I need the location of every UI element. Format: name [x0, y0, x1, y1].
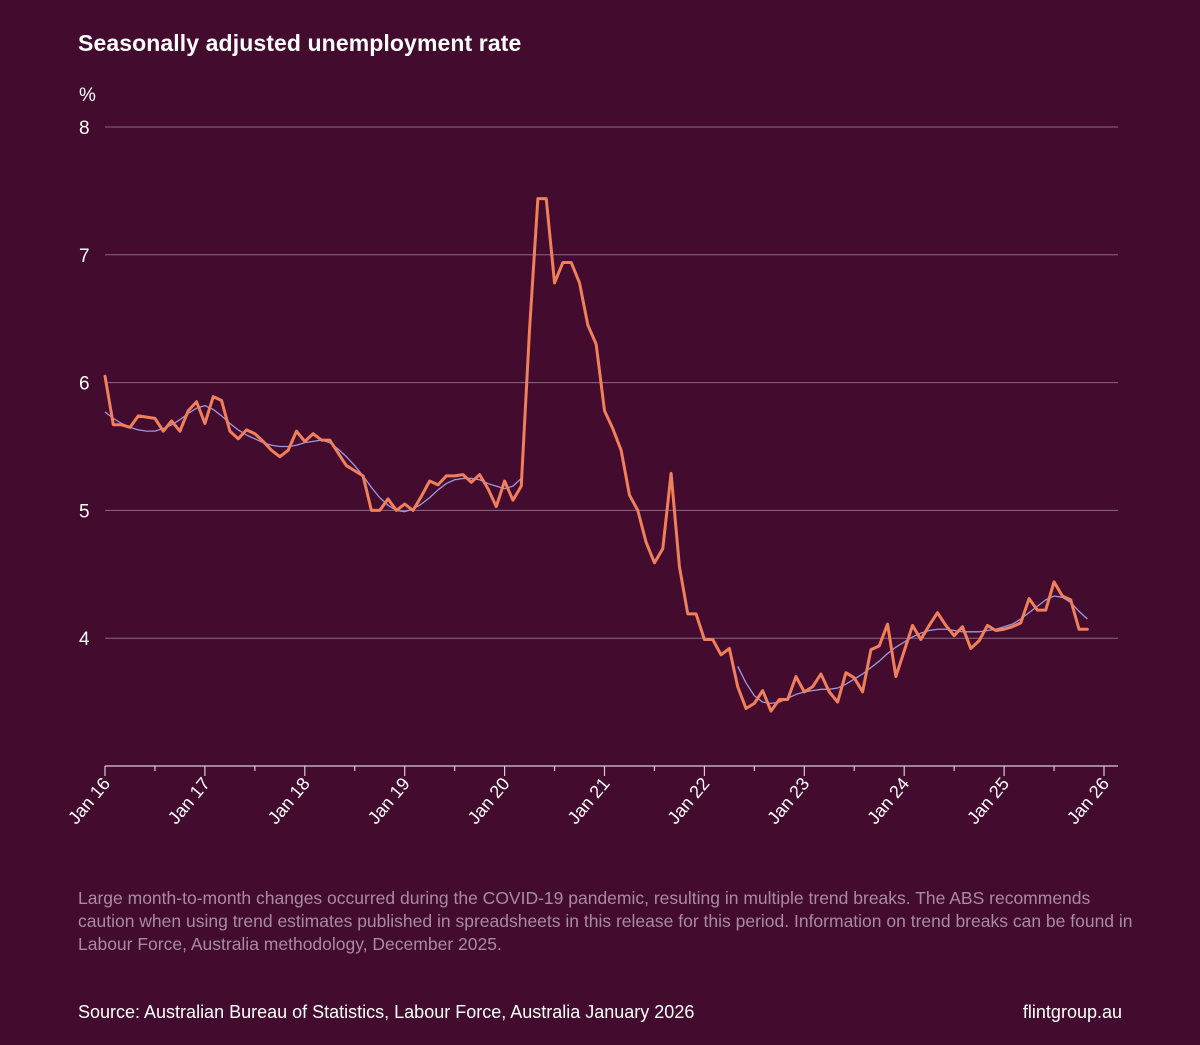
x-tick-label-jan-22: Jan 22	[663, 774, 713, 828]
x-tick-label-jan-16: Jan 16	[64, 774, 114, 828]
x-tick-label-jan-23: Jan 23	[763, 774, 813, 828]
y-tick-label-4: 4	[79, 629, 90, 650]
x-tick-label-jan-25: Jan 25	[963, 774, 1013, 828]
y-axis: % 4 5 6 7 8	[79, 85, 96, 650]
seasonally-adjusted-series-line	[103, 197, 1089, 713]
y-tick-label-7: 7	[79, 246, 90, 267]
x-axis: Jan 16 Jan 17 Jan 18 Jan 19 Jan 20 Jan 21 Jan …	[64, 765, 1118, 828]
trend-series-line	[104, 404, 1088, 705]
footer: Source: Australian Bureau of Statistics,…	[78, 1002, 1122, 1023]
y-tick-label-5: 5	[79, 501, 90, 522]
source-text: Source: Australian Bureau of Statistics,…	[78, 1002, 695, 1022]
series-group	[103, 197, 1089, 713]
y-tick-label-8: 8	[79, 118, 90, 139]
x-tick-label-jan-26: Jan 26	[1063, 774, 1113, 828]
brand-link[interactable]: flintgroup.au	[1022, 1002, 1122, 1022]
footnote: Large month-to-month changes occurred du…	[78, 888, 1133, 954]
x-tick-label-jan-17: Jan 17	[164, 774, 214, 828]
x-tick-label-jan-18: Jan 18	[264, 774, 314, 828]
y-tick-label-6: 6	[79, 374, 90, 395]
chart-title: Seasonally adjusted unemployment rate	[78, 30, 522, 56]
x-tick-label-jan-21: Jan 21	[564, 774, 614, 828]
x-tick-label-jan-20: Jan 20	[464, 774, 514, 828]
x-tick-label-jan-19: Jan 19	[364, 774, 414, 828]
gridlines	[105, 126, 1118, 639]
x-tick-label-jan-24: Jan 24	[863, 774, 913, 828]
y-axis-unit-label: %	[79, 85, 96, 106]
